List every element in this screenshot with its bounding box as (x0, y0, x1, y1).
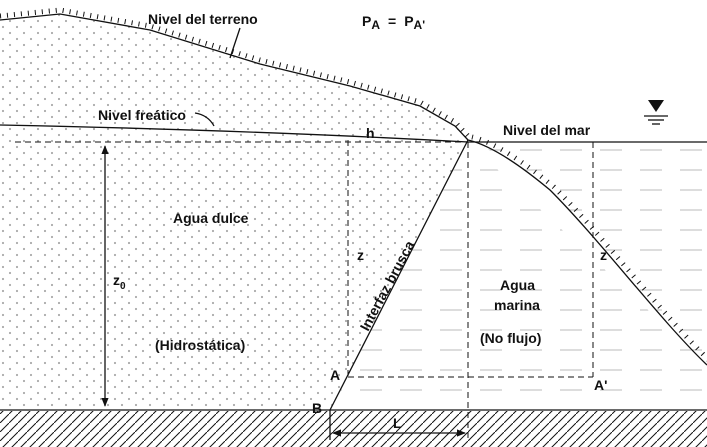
eq-right-sub: A' (414, 18, 426, 32)
sea-water-label-2: marina (494, 297, 540, 313)
water-table-label: Nivel freático (98, 107, 186, 123)
sea-level-label: Nivel del mar (503, 122, 591, 138)
equation: PA = PA' (362, 13, 425, 32)
b-label: B (312, 400, 322, 416)
sea-water-label-1: Agua (500, 277, 535, 293)
lines (0, 7, 707, 440)
eq-right: P (404, 13, 413, 29)
a-label: A (330, 367, 340, 383)
eq-left-sub: A (371, 18, 380, 32)
no-flow-label: (No flujo) (480, 330, 541, 346)
eq-op: = (388, 13, 396, 29)
eq-left: P (362, 13, 371, 29)
ground-label: Nivel del terreno (148, 11, 258, 27)
z-right-label: z (600, 247, 607, 263)
fresh-water-label: Agua dulce (173, 210, 249, 226)
h-label: h (366, 125, 375, 141)
a-prime-label: A' (594, 377, 607, 393)
l-label: L (393, 415, 402, 431)
z0-main: z (113, 272, 120, 288)
hydrostatic-label: (Hidrostática) (155, 337, 245, 353)
z0-sub: 0 (120, 281, 126, 292)
z-left-label: z (357, 247, 364, 263)
z0-label: z0 (113, 272, 126, 292)
regions (0, 14, 707, 447)
